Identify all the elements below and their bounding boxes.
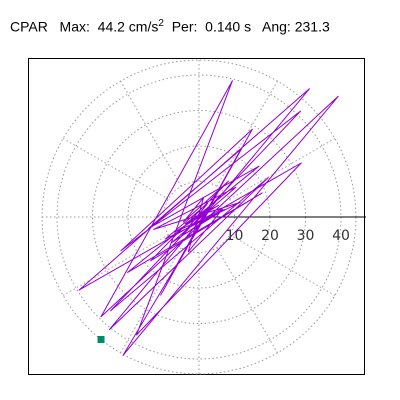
grid-spoke: [229, 234, 336, 296]
max-unit-exponent: 2: [158, 18, 164, 29]
tick-labels: 10 20 30 40: [226, 228, 350, 244]
plot-frame: 10 20 30 40: [28, 58, 366, 375]
ang-label: Ang:: [262, 18, 291, 35]
max-marker: [97, 335, 105, 343]
radial-tick-label: 20: [261, 228, 279, 244]
motion-trace: [78, 80, 339, 356]
radial-tick-label: 40: [332, 228, 350, 244]
max-value: 44.2: [97, 18, 125, 35]
grid-spoke: [62, 138, 169, 200]
grid-spoke: [120, 80, 182, 187]
radial-tick-label: 10: [226, 228, 244, 244]
grid-spoke: [229, 138, 336, 200]
grid-spoke: [62, 234, 169, 296]
grid-spoke: [120, 247, 182, 354]
max-label: Max:: [59, 18, 90, 35]
max-unit: cm/s: [128, 18, 159, 35]
grid-spoke: [216, 247, 278, 354]
marker-layer: [97, 335, 105, 343]
polar-plot: 10 20 30 40: [41, 59, 366, 375]
radial-tick-label: 30: [297, 228, 315, 244]
motion-trace-path: [78, 80, 339, 356]
per-label: Per:: [171, 18, 198, 35]
header-line: CPAR Max: 44.2 cm/s2 Per: 0.140 s Ang: 2…: [10, 14, 330, 37]
per-value: 0.140 s: [205, 18, 252, 35]
ang-value: 231.3: [294, 18, 330, 35]
station-code: CPAR: [10, 18, 48, 35]
